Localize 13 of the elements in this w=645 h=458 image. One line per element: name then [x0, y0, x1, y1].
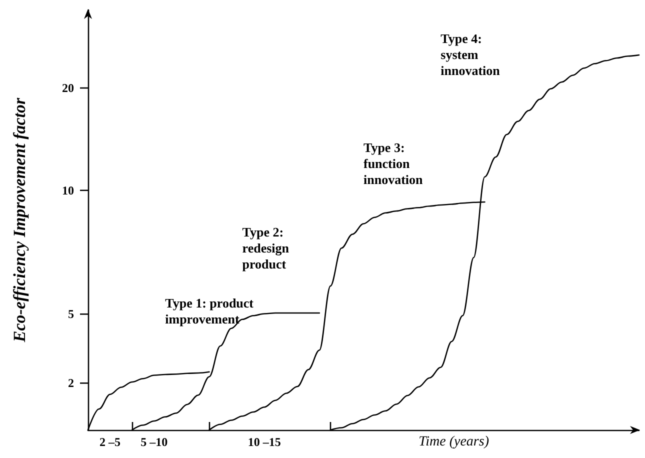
text: 2: [68, 376, 74, 390]
x-tick-label: 2 –5: [100, 435, 121, 449]
text: 5: [68, 307, 74, 322]
annotation: Type 4: system innovation: [440, 31, 501, 78]
annotation: Type 1: product improvement: [165, 296, 254, 326]
x-axis-title: Time (years): [418, 434, 490, 450]
annotation: Type 2: redesign product: [242, 224, 290, 272]
text: 20: [62, 81, 74, 95]
text: 10: [62, 183, 74, 198]
annotation: Type 3: function innovation: [364, 140, 424, 187]
x-tick-label: 5 –10: [140, 435, 168, 449]
y-axis-title: Eco-efficiency Improvement factor: [10, 98, 29, 344]
x-tick-label: 10 –15: [248, 435, 281, 449]
